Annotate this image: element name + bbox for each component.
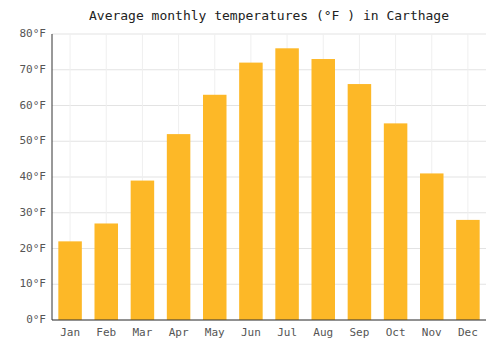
bar xyxy=(94,223,118,320)
bar xyxy=(239,63,263,320)
chart-title: Average monthly temperatures (°F ) in Ca… xyxy=(89,8,449,23)
y-tick-label: 70°F xyxy=(20,63,47,76)
y-tick-label: 10°F xyxy=(20,277,47,290)
bar xyxy=(131,181,155,320)
y-tick-label: 50°F xyxy=(20,134,47,147)
bar xyxy=(456,220,480,320)
y-tick-label: 60°F xyxy=(20,99,47,112)
bar xyxy=(420,173,444,320)
x-tick-label: May xyxy=(205,326,225,339)
x-tick-label: Mar xyxy=(132,326,152,339)
grid xyxy=(52,34,486,320)
bar xyxy=(167,134,191,320)
bar xyxy=(58,241,82,320)
y-grid-line xyxy=(52,141,486,142)
y-axis-line xyxy=(52,34,53,320)
chart-container: 0°F 10°F 20°F 30°F 40°F 50°F 60°F 70°F 80°F Jan Fe… xyxy=(0,0,500,350)
bars xyxy=(58,48,479,320)
y-tick-label: 40°F xyxy=(20,170,47,183)
bar xyxy=(203,95,227,320)
x-axis-line xyxy=(52,320,486,321)
x-tick-label: Sep xyxy=(349,326,369,339)
y-tick-label: 30°F xyxy=(20,206,47,219)
y-grid-line xyxy=(52,320,486,321)
bar xyxy=(311,59,335,320)
y-grid-line xyxy=(52,105,486,106)
bar xyxy=(384,123,408,320)
y-grid-line xyxy=(52,34,486,35)
y-tick-label: 0°F xyxy=(26,313,46,326)
x-tick-label: Jun xyxy=(241,326,261,339)
x-tick-label: Feb xyxy=(96,326,116,339)
y-tick-label: 80°F xyxy=(20,27,47,40)
x-tick-label: Aug xyxy=(313,326,333,339)
bar xyxy=(348,84,372,320)
x-tick-label: Apr xyxy=(169,326,189,339)
x-tick-label: Dec xyxy=(458,326,478,339)
y-grid-line xyxy=(52,69,486,70)
x-tick-label: Nov xyxy=(422,326,442,339)
x-tick-label: Oct xyxy=(386,326,406,339)
bar xyxy=(275,48,299,320)
chart-svg: 0°F 10°F 20°F 30°F 40°F 50°F 60°F 70°F 80°F Jan Fe… xyxy=(0,0,500,350)
y-tick-label: 20°F xyxy=(20,242,47,255)
x-tick-label: Jul xyxy=(277,326,297,339)
background xyxy=(0,0,500,350)
x-tick-label: Jan xyxy=(60,326,80,339)
